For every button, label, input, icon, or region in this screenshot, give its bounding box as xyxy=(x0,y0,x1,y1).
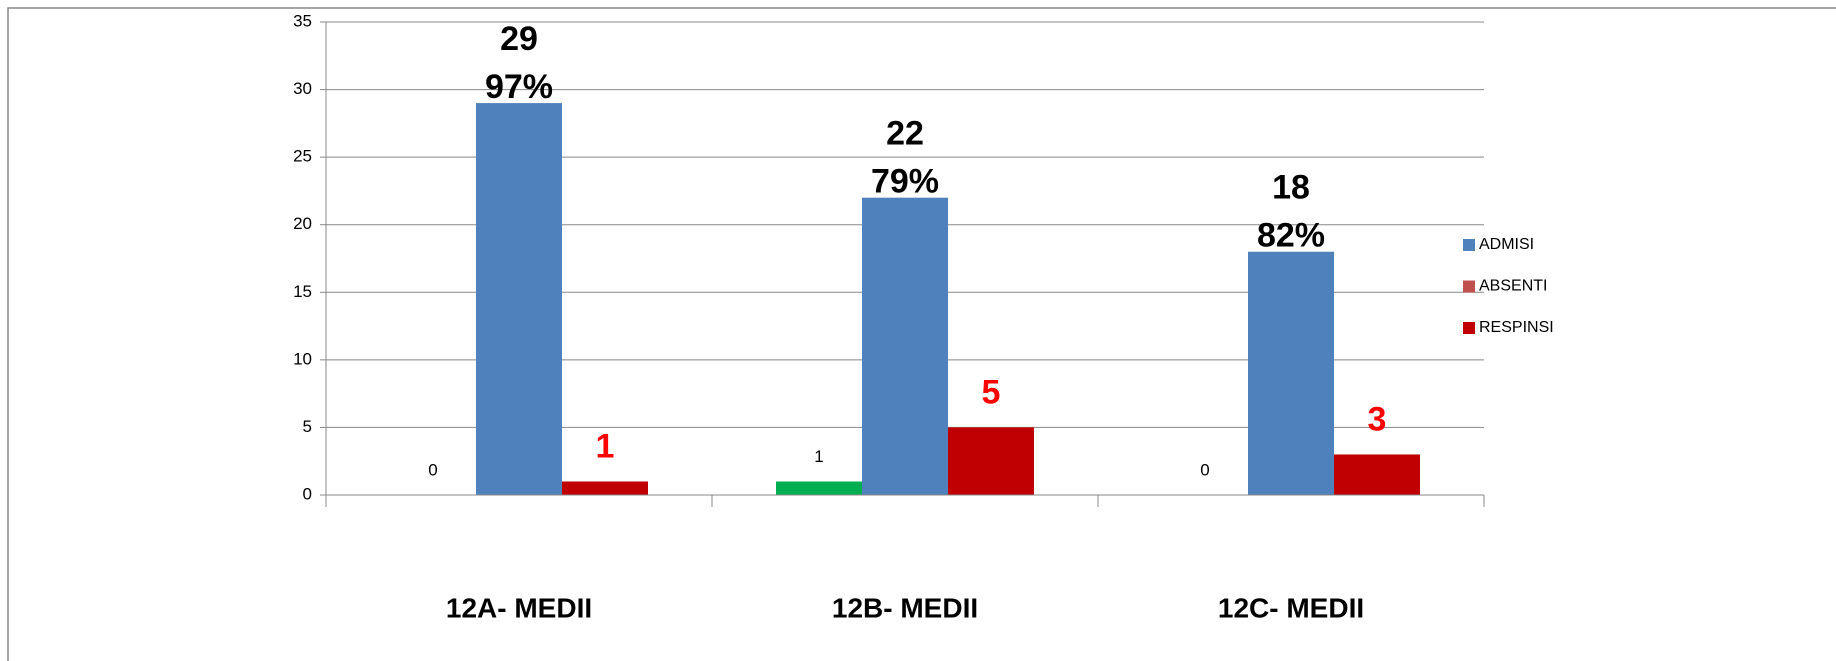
data-label: 0 xyxy=(1200,460,1209,479)
data-label: 3 xyxy=(1368,400,1387,438)
data-label: 1 xyxy=(814,447,823,466)
y-tick-label: 30 xyxy=(293,79,312,98)
bar xyxy=(776,481,862,495)
percent-label: 79% xyxy=(871,163,939,201)
x-tick-label: 12C- MEDII xyxy=(1218,592,1364,623)
data-label: 22 xyxy=(886,115,924,153)
data-label: 18 xyxy=(1272,169,1310,207)
x-tick-label: 12A- MEDII xyxy=(446,592,592,623)
y-tick-label: 20 xyxy=(293,214,312,233)
y-tick-label: 35 xyxy=(293,11,312,30)
bar xyxy=(1334,454,1420,495)
bar xyxy=(1248,251,1334,495)
legend-swatch xyxy=(1463,280,1475,293)
y-tick-label: 0 xyxy=(303,484,312,503)
legend-label: ABSENTI xyxy=(1479,278,1547,295)
legend-swatch xyxy=(1463,239,1475,251)
bar xyxy=(562,481,648,495)
y-tick-label: 5 xyxy=(303,417,312,436)
legend-label: ADMISI xyxy=(1479,236,1534,253)
percent-label: 82% xyxy=(1257,217,1325,255)
data-label: 1 xyxy=(596,427,615,465)
bar xyxy=(862,197,948,495)
legend-swatch xyxy=(1463,322,1475,334)
bar xyxy=(948,427,1034,495)
chart-border xyxy=(7,7,1836,661)
data-label: 5 xyxy=(982,373,1001,411)
y-tick-label: 10 xyxy=(293,349,312,368)
y-tick-label: 25 xyxy=(293,147,312,166)
data-label: 0 xyxy=(428,460,437,479)
data-label: 29 xyxy=(500,20,538,58)
x-tick-label: 12B- MEDII xyxy=(832,592,978,623)
y-tick-label: 15 xyxy=(293,282,312,301)
percent-label: 97% xyxy=(485,68,553,106)
bar xyxy=(476,103,562,495)
legend-label: RESPINSI xyxy=(1479,319,1554,336)
